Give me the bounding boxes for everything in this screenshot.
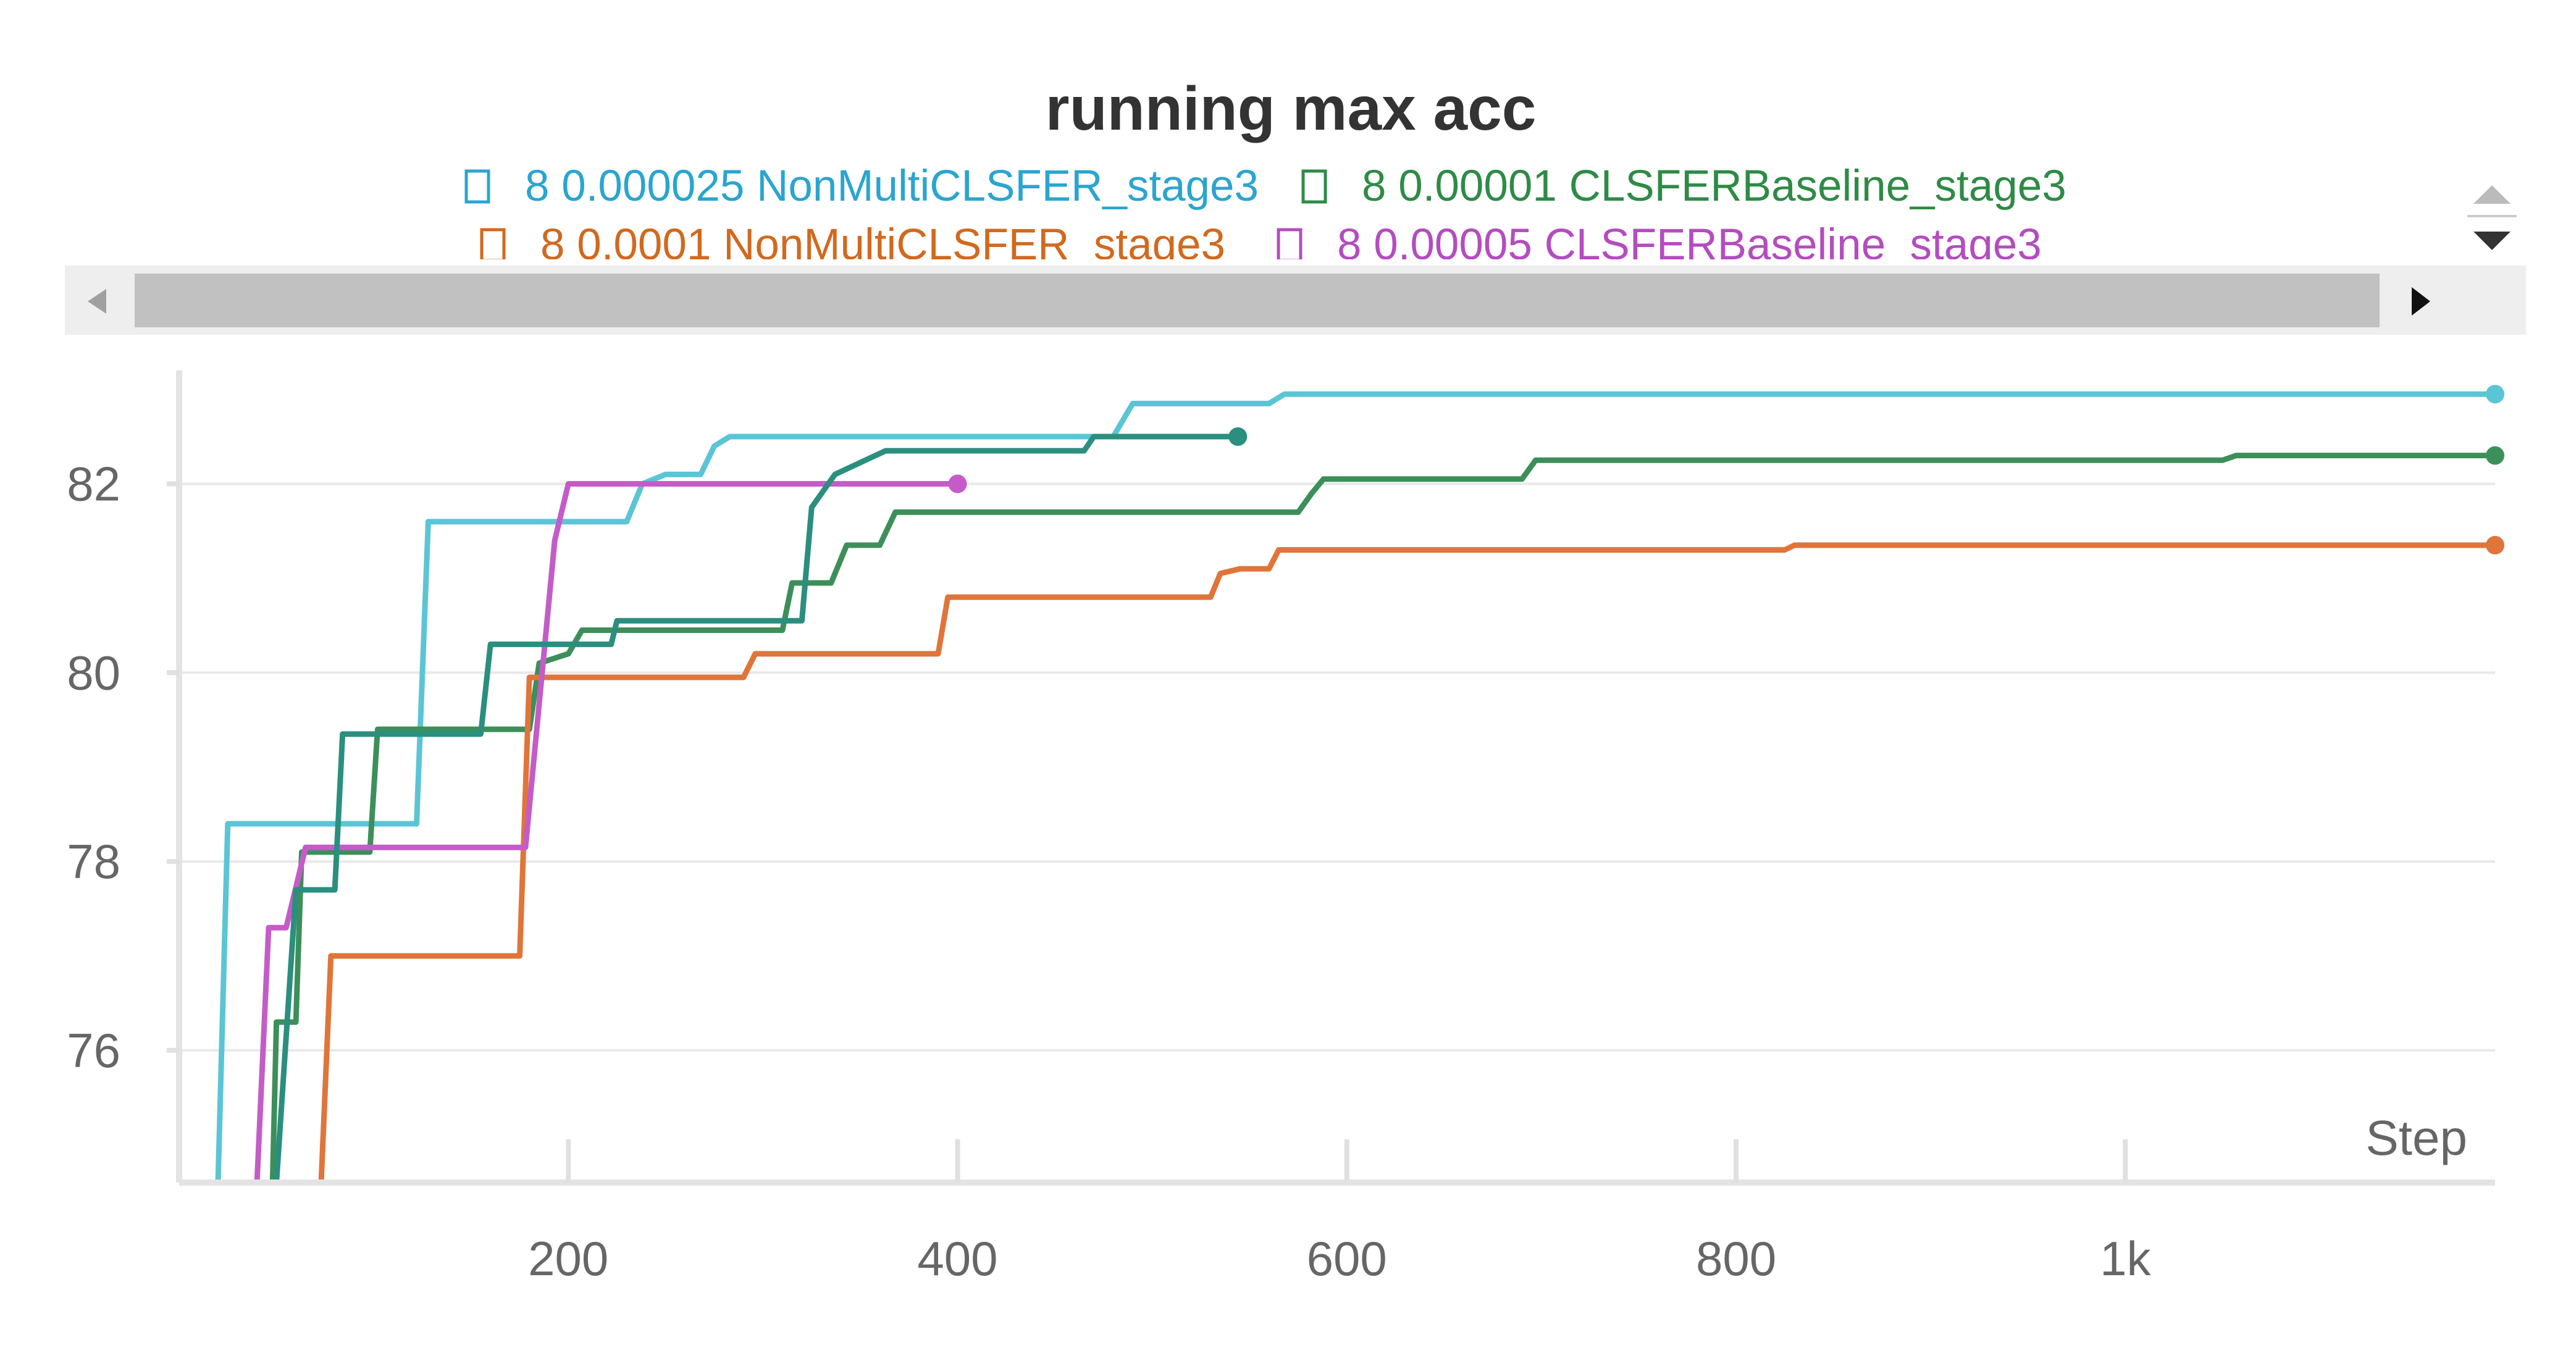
y-tick-label: 76 <box>67 1023 120 1078</box>
legend-scroll-down-button[interactable] <box>2455 222 2526 266</box>
series-line-1 <box>215 391 2495 1183</box>
legend-item[interactable]: 8 0.00001 CLSFERBaseline_stage3 <box>1301 162 2066 211</box>
series-line-3 <box>318 542 2495 1183</box>
legend-label: 8 0.00001 CLSFERBaseline_stage3 <box>1362 162 2066 211</box>
legend-item[interactable]: 8 0.00005 CLSFERBaseline_stage3 <box>1277 220 2042 269</box>
legend-swatch-icon <box>480 228 506 259</box>
legend-item[interactable]: 8 0.0001 NonMultiCLSFER_stage3 <box>480 220 1225 269</box>
series-endpoint-2 <box>2486 446 2504 465</box>
triangle-up-icon <box>2473 185 2511 204</box>
legend-swatch-icon <box>464 169 490 204</box>
series-line-2 <box>269 453 2495 1183</box>
legend-item[interactable]: 8 0.000025 NonMultiCLSFER_stage3 <box>464 162 1259 211</box>
legend: 8 0.000025 NonMultiCLSFER_stage3 8 0.0000… <box>464 162 2066 269</box>
x-tick-label: 600 <box>1307 1231 1387 1286</box>
series-endpoint-4 <box>948 474 967 493</box>
x-tick-label: 400 <box>917 1231 997 1286</box>
legend-swatch-icon <box>1277 228 1303 259</box>
legend-swatch-icon <box>1301 169 1327 204</box>
x-tick-label: 1k <box>2100 1231 2151 1286</box>
x-tick-label: 800 <box>1696 1231 1776 1286</box>
legend-label: 8 0.0001 NonMultiCLSFER_stage3 <box>540 220 1225 269</box>
chart-title: running max acc <box>1046 74 1537 143</box>
series-line-5 <box>274 434 1238 1183</box>
series-endpoint-1 <box>2486 385 2504 404</box>
horizontal-scrollbar[interactable] <box>65 266 2526 335</box>
scroll-right-icon[interactable] <box>2412 287 2430 316</box>
series-endpoint-5 <box>1228 427 1248 446</box>
y-tick-label: 80 <box>67 645 120 700</box>
x-tick-label: 200 <box>528 1231 608 1286</box>
scrollbar-thumb[interactable] <box>135 274 2380 327</box>
y-tick-label: 82 <box>67 456 120 511</box>
series-endpoint-3 <box>2486 535 2504 555</box>
legend-label: 8 0.00005 CLSFERBaseline_stage3 <box>1337 220 2042 269</box>
triangle-down-icon <box>2473 232 2511 250</box>
y-tick-label: 78 <box>67 834 120 889</box>
scroll-left-icon[interactable] <box>88 289 106 314</box>
x-axis-label: Step <box>2365 1110 2467 1165</box>
series-line-4 <box>254 481 958 1183</box>
legend-scroll-up-button[interactable] <box>2455 172 2526 221</box>
plot-area: 76 78 80 82 200 400 600 800 1k Step <box>67 371 2504 1286</box>
legend-label: 8 0.000025 NonMultiCLSFER_stage3 <box>525 162 1259 211</box>
